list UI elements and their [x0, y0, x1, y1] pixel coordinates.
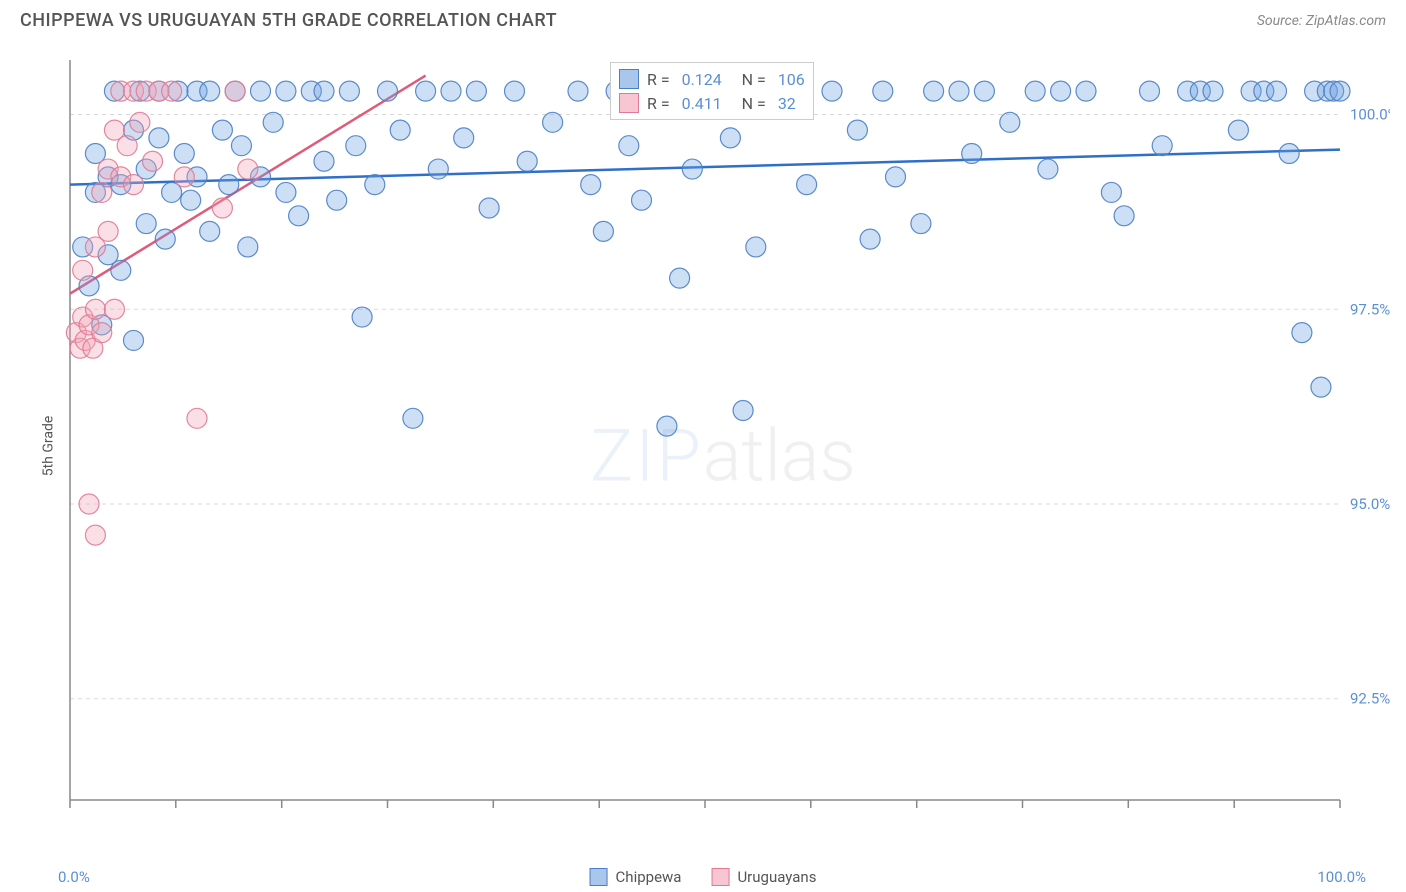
- svg-text:95.0%: 95.0%: [1350, 495, 1390, 513]
- x-axis-start-label: 0.0%: [58, 868, 90, 886]
- svg-text:97.5%: 97.5%: [1350, 300, 1390, 318]
- legend-swatch: [711, 868, 729, 886]
- chart-title: CHIPPEWA VS URUGUAYAN 5TH GRADE CORRELAT…: [20, 10, 557, 31]
- series-swatch: [619, 93, 639, 113]
- correlation-stats-box: R = 0.124 N = 106R = 0.411 N = 32: [610, 62, 814, 120]
- chart-plot-area: 100.0%97.5%95.0%92.5% ZIPatlas R = 0.124…: [50, 50, 1396, 862]
- legend-item: Uruguayans: [711, 868, 816, 886]
- stats-row: R = 0.411 N = 32: [619, 91, 805, 115]
- legend-label: Chippewa: [616, 868, 682, 886]
- stats-row: R = 0.124 N = 106: [619, 67, 805, 91]
- scatter-chart-svg: 100.0% 97.5% 95.0% 92.5%: [50, 50, 1390, 850]
- chart-source: Source: ZipAtlas.com: [1257, 13, 1386, 29]
- legend-label: Uruguayans: [737, 868, 816, 886]
- legend-item: Chippewa: [590, 868, 682, 886]
- legend-swatch: [590, 868, 608, 886]
- legend: Chippewa Uruguayans: [590, 868, 817, 886]
- svg-text:100.0%: 100.0%: [1350, 106, 1390, 124]
- svg-text:92.5%: 92.5%: [1350, 690, 1390, 708]
- x-axis-end-label: 100.0%: [1317, 868, 1366, 886]
- series-swatch: [619, 69, 639, 89]
